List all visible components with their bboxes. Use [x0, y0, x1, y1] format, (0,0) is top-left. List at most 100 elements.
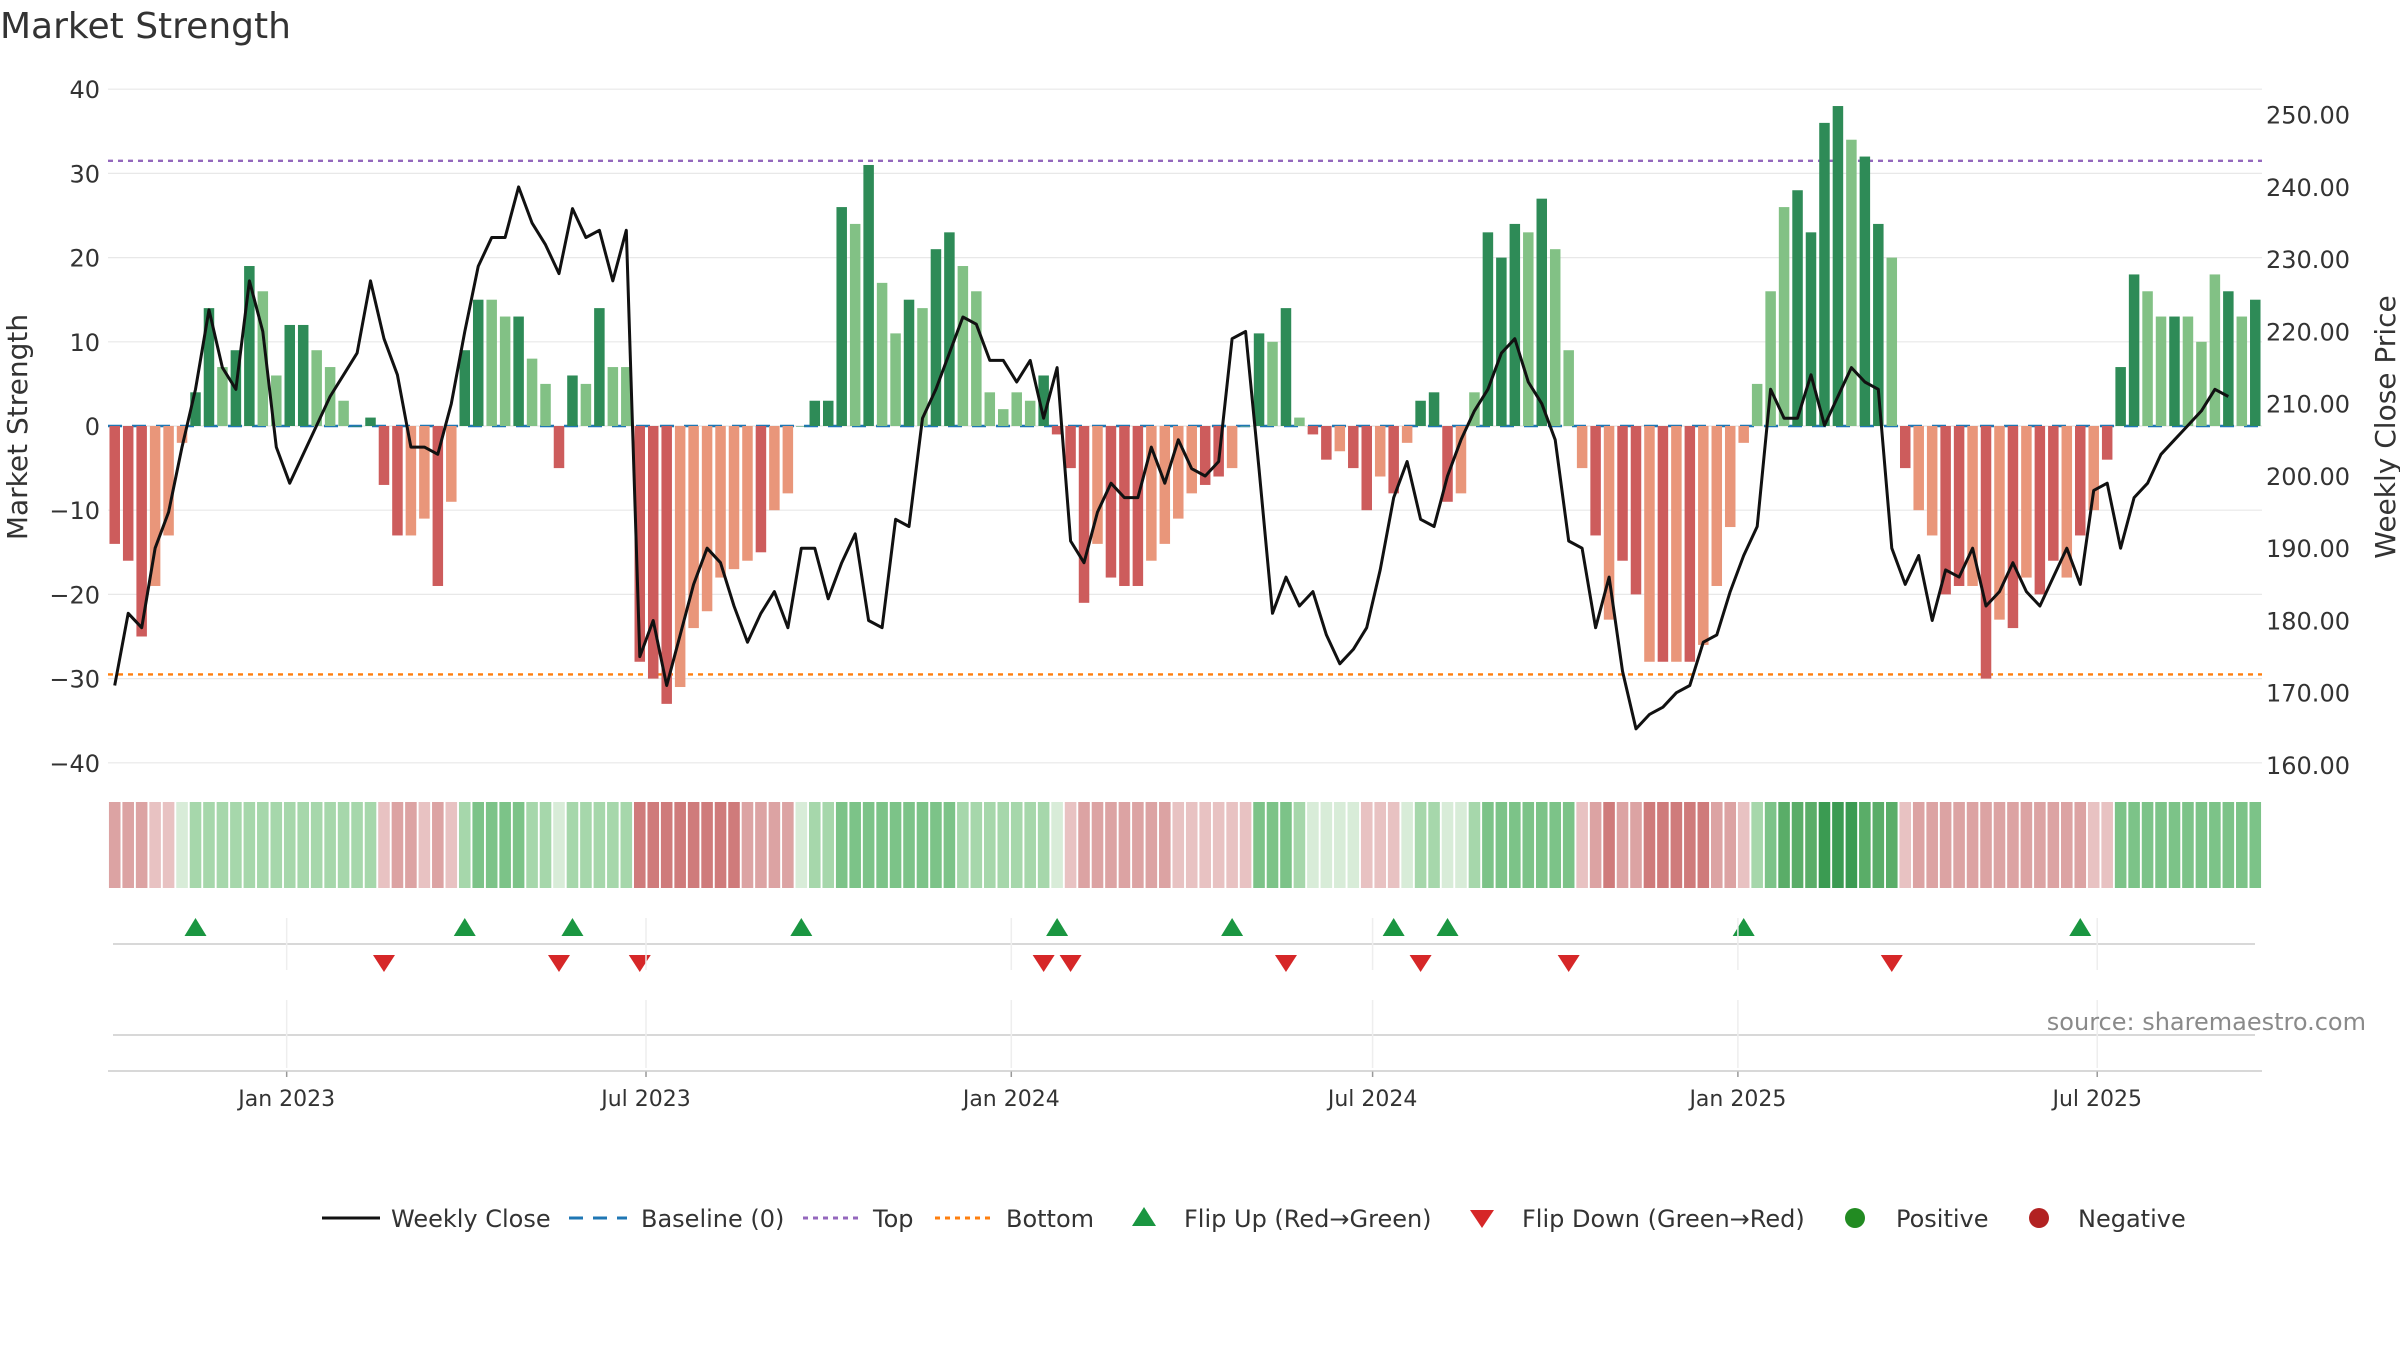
strength-bar: [1119, 426, 1130, 586]
heat-cell: [499, 802, 511, 888]
strength-bar: [782, 426, 794, 494]
strength-bar: [176, 426, 188, 443]
heat-cell: [1872, 802, 1885, 888]
flip-down-marker: [372, 955, 395, 972]
heat-cell: [2155, 802, 2167, 888]
heat-cell: [1226, 802, 1238, 888]
heat-cell: [189, 802, 202, 888]
strength-bar: [1496, 257, 1507, 426]
heat-cell: [2182, 802, 2194, 888]
strength-bar: [1940, 426, 1951, 595]
strength-bar: [2250, 299, 2261, 426]
left-axis: 40 30 20 10 0 −10 −20 −30 −40: [49, 76, 100, 778]
strength-bar: [1563, 350, 1574, 426]
heat-cell: [149, 802, 161, 888]
strength-bar: [1980, 426, 1992, 679]
heat-cell: [2047, 802, 2060, 888]
heat-cell: [1657, 802, 1669, 888]
strength-bar: [136, 426, 147, 637]
strength-bar: [1024, 400, 1036, 426]
strength-bar: [971, 291, 982, 426]
right-tick-label: 170.00: [2266, 680, 2350, 708]
strength-bar: [688, 426, 699, 629]
heat-cell: [1832, 802, 1844, 888]
left-tick-label: −10: [49, 497, 100, 525]
right-tick-label: 250.00: [2266, 102, 2350, 130]
heat-cell: [849, 802, 861, 888]
strength-bar: [472, 299, 484, 426]
strength-bar: [2061, 426, 2073, 578]
strength-bar: [1388, 426, 1399, 494]
heat-cell: [674, 802, 686, 888]
heat-cell: [297, 802, 309, 888]
strength-bar: [621, 367, 632, 426]
strength-bar: [2115, 367, 2126, 426]
strength-bar: [311, 350, 322, 426]
strength-bar: [607, 367, 619, 426]
heat-cell: [418, 802, 431, 888]
heat-cell: [526, 802, 538, 888]
strength-bar: [836, 207, 847, 426]
strength-bar: [890, 333, 901, 426]
chart-title: Market Strength: [0, 6, 291, 47]
heat-cell: [1495, 802, 1508, 888]
strength-bar: [540, 383, 551, 426]
legend-label-bottom: Bottom: [1006, 1205, 1094, 1233]
heat-cell: [1899, 802, 1912, 888]
strength-bar: [1509, 223, 1521, 426]
strength-bar: [1899, 426, 1911, 469]
heat-cell: [1805, 802, 1817, 888]
strength-bar: [1617, 426, 1628, 561]
legend-label-top: Top: [872, 1205, 914, 1233]
heat-cell: [432, 802, 444, 888]
heat-cell: [1159, 802, 1171, 888]
strength-bar: [2182, 316, 2194, 426]
heat-cell: [1185, 802, 1198, 888]
strength-bar: [594, 308, 605, 426]
strength-bar: [1738, 426, 1749, 443]
heat-cell: [1145, 802, 1158, 888]
strength-bar: [1765, 291, 1776, 426]
strength-bar: [984, 392, 996, 426]
strength-bar: [1724, 426, 1736, 528]
heat-cell: [2061, 802, 2073, 888]
heat-cell: [458, 802, 471, 888]
heat-cell: [472, 802, 485, 888]
heat-cell: [1387, 802, 1400, 888]
heat-cell: [243, 802, 256, 888]
heat-cell: [647, 802, 660, 888]
heat-cell: [1051, 802, 1063, 888]
strength-bar: [715, 426, 726, 578]
heat-cell: [1414, 802, 1427, 888]
strength-bar: [1038, 375, 1049, 426]
strength-bar: [1913, 426, 1924, 511]
strength-bar: [1321, 426, 1332, 460]
right-axis-label: Weekly Close Price: [2369, 295, 2400, 558]
strength-bar: [580, 383, 592, 426]
strength-bar: [432, 426, 444, 586]
strength-bar: [217, 367, 228, 426]
strength-bar: [1792, 190, 1803, 426]
legend-label-baseline: Baseline (0): [641, 1205, 784, 1233]
flip-up-marker: [453, 918, 476, 936]
strength-bar: [1442, 426, 1453, 502]
heat-cell: [1697, 802, 1710, 888]
strength-bar: [1603, 426, 1615, 620]
strength-bar: [1146, 426, 1157, 561]
heat-cell: [1253, 802, 1265, 888]
strength-bar: [1846, 139, 1857, 426]
left-tick-label: −20: [49, 581, 100, 609]
legend-flip-up-icon: [1132, 1207, 1156, 1226]
heat-cell: [2249, 802, 2262, 888]
heat-cell: [1293, 802, 1306, 888]
strength-bar: [419, 426, 430, 519]
heat-cell: [1334, 802, 1346, 888]
strength-bar: [405, 426, 417, 536]
heat-cell: [835, 802, 848, 888]
heat-cell: [1724, 802, 1737, 888]
legend-label-weekly-close: Weekly Close: [391, 1205, 551, 1233]
strength-bar: [1428, 392, 1440, 426]
heat-cell: [633, 802, 646, 888]
heat-cell: [2141, 802, 2154, 888]
heat-cell: [257, 802, 269, 888]
